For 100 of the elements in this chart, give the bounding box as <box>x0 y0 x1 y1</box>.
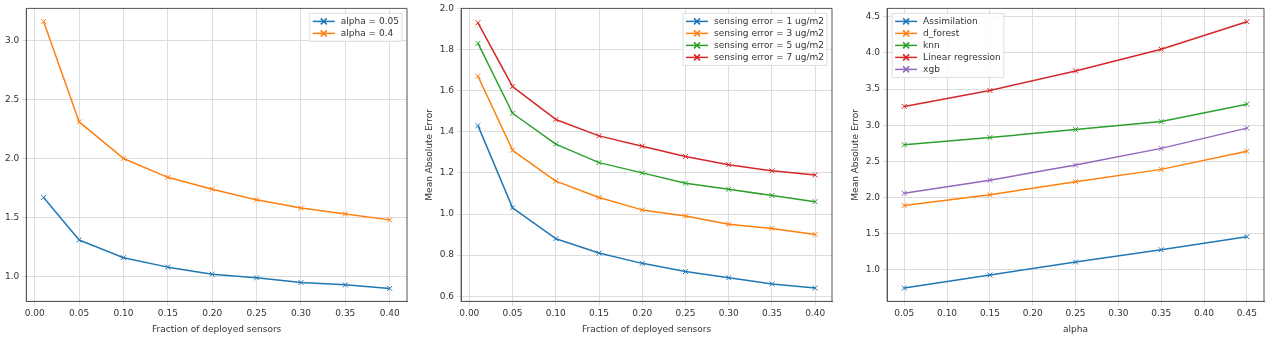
point <box>986 177 993 184</box>
x-tick-label: 0.15 <box>157 308 178 319</box>
point <box>40 18 47 25</box>
legend-label: sensing error = 7 ug/m2 <box>714 51 825 62</box>
x-tick-label: 0.10 <box>937 308 958 319</box>
x-axis-title: Fraction of deployed sensors <box>581 323 712 334</box>
point <box>986 134 993 141</box>
point <box>986 272 993 279</box>
point <box>209 186 216 193</box>
x-tick-label: 0.05 <box>502 308 523 319</box>
point <box>297 279 304 286</box>
y-tick-label: 1.0 <box>865 264 881 275</box>
point <box>639 143 646 150</box>
y-tick-label: 3.0 <box>4 34 20 45</box>
x-tick-label: 0.05 <box>894 308 915 319</box>
x-tick-label: 0.20 <box>632 308 653 319</box>
x-tick-label: 0.35 <box>1151 308 1172 319</box>
x-tick-label: 0.20 <box>202 308 223 319</box>
point <box>1158 46 1165 53</box>
point <box>682 153 689 160</box>
point <box>386 285 393 292</box>
x-tick-label: 0.20 <box>1022 308 1044 319</box>
y-tick-label: 1.8 <box>439 43 455 54</box>
point <box>76 236 83 243</box>
point <box>725 161 732 168</box>
y-tick-label: 1.0 <box>4 270 20 281</box>
legend-label: knn <box>923 39 940 50</box>
point <box>725 221 732 228</box>
point <box>76 118 83 125</box>
point <box>475 40 481 47</box>
point <box>1158 145 1165 152</box>
legend-label: xgb <box>923 63 941 74</box>
point <box>1072 259 1079 265</box>
point <box>986 87 993 94</box>
y-axis-title: Mean Absolute Error <box>849 108 860 201</box>
point <box>725 274 732 281</box>
point <box>639 260 646 267</box>
y-tick-label: 1.0 <box>439 208 455 219</box>
point <box>639 206 646 213</box>
legend-label: sensing error = 1 ug/m2 <box>714 15 825 26</box>
point <box>682 268 689 275</box>
point <box>768 225 775 232</box>
point <box>812 171 819 178</box>
y-tick-label: 1.5 <box>865 228 881 239</box>
x-tick-label: 0.30 <box>1108 308 1129 319</box>
point <box>1072 126 1079 133</box>
y-tick-label: 3.0 <box>865 119 881 130</box>
x-tick-label: 0.30 <box>718 308 739 319</box>
legend-label: sensing error = 3 ug/m2 <box>714 27 825 38</box>
point <box>509 147 516 154</box>
point <box>812 198 819 205</box>
point <box>164 174 171 181</box>
x-tick-label: 0.00 <box>459 308 480 319</box>
y-tick-label: 2.5 <box>4 93 20 104</box>
y-tick-label: 2.0 <box>865 191 881 202</box>
point <box>164 264 171 271</box>
y-tick-label: 0.6 <box>439 290 455 301</box>
point <box>475 73 481 80</box>
point <box>725 186 732 193</box>
legend-label: sensing error = 5 ug/m2 <box>714 39 825 50</box>
point <box>1072 178 1079 185</box>
point <box>1243 18 1250 25</box>
x-tick-label: 0.15 <box>979 308 1000 319</box>
point <box>596 250 602 257</box>
x-tick-label: 0.35 <box>335 308 356 319</box>
point <box>596 194 602 201</box>
point <box>297 205 304 212</box>
point <box>475 122 481 129</box>
point <box>1243 101 1250 108</box>
point <box>901 285 908 292</box>
point <box>1158 246 1165 253</box>
point <box>120 254 127 261</box>
y-axis-title: Mean Absolute Error <box>423 108 434 201</box>
x-tick-label: 0.25 <box>1065 308 1086 319</box>
y-tick-label: 1.2 <box>439 167 455 178</box>
legend-label: Linear regression <box>923 51 1001 62</box>
y-tick-label: 3.5 <box>865 83 881 94</box>
point <box>812 285 819 292</box>
point <box>1243 233 1250 240</box>
y-tick-label: 1.4 <box>439 126 455 137</box>
y-tick-label: 4.0 <box>865 47 881 58</box>
point <box>552 116 559 123</box>
x-axis-title: alpha <box>1063 323 1089 334</box>
point <box>552 178 559 185</box>
y-tick-label: 4.5 <box>865 11 881 21</box>
y-tick-label: 1.5 <box>4 211 20 222</box>
y-tick-label: 0.8 <box>439 249 455 260</box>
point <box>40 194 47 201</box>
legend-label: alpha = 0.05 <box>340 15 399 26</box>
x-tick-label: 0.05 <box>69 308 90 319</box>
point <box>1243 148 1250 155</box>
point <box>342 211 349 217</box>
x-tick-label: 0.30 <box>290 308 312 319</box>
point <box>509 204 516 211</box>
point <box>1158 118 1165 125</box>
point <box>768 280 775 287</box>
point <box>639 169 646 176</box>
x-axis-title: Fraction of deployed sensors <box>152 323 282 334</box>
y-tick-label: 1.6 <box>439 84 455 95</box>
point <box>768 167 775 174</box>
